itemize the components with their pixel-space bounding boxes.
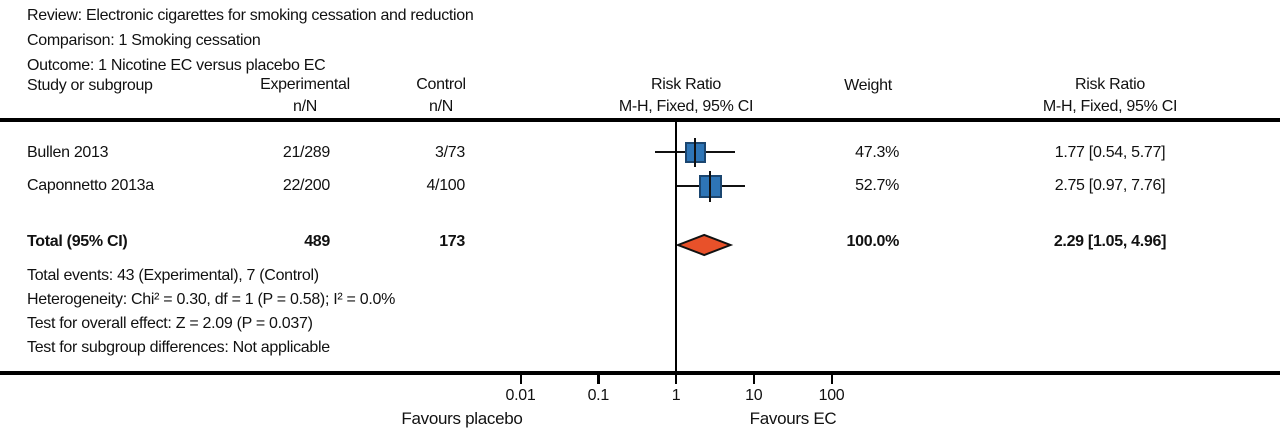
axis-tick-label: 1 bbox=[671, 387, 681, 404]
footnote-heterogeneity: Heterogeneity: Chi² = 0.30, df = 1 (P = … bbox=[27, 291, 396, 308]
forest-square bbox=[684, 141, 706, 163]
axis-tick bbox=[597, 374, 600, 384]
axis-tick bbox=[752, 374, 756, 384]
footnote-total-events: Total events: 43 (Experimental), 7 (Cont… bbox=[27, 267, 319, 284]
axis-tick-label: 100 bbox=[818, 387, 845, 404]
study-label: Caponnetto 2013a bbox=[27, 177, 154, 194]
col-header-riskratio-plot-line2: M-H, Fixed, 95% CI bbox=[618, 98, 754, 115]
col-header-riskratio-plot-line1: Risk Ratio bbox=[651, 76, 721, 93]
axis-baseline-rule bbox=[0, 370, 1280, 375]
col-header-control-line1: Control bbox=[416, 76, 466, 93]
footnote-overall-effect: Test for overall effect: Z = 2.09 (P = 0… bbox=[27, 315, 313, 332]
study-label: Bullen 2013 bbox=[27, 144, 109, 161]
axis-tick bbox=[830, 374, 833, 384]
total-control-value: 173 bbox=[439, 233, 465, 250]
forest-ci-line bbox=[674, 185, 746, 187]
summary-diamond-shape bbox=[674, 233, 733, 257]
col-header-riskratio-text: Risk Ratio M-H, Fixed, 95% CI bbox=[990, 74, 1230, 118]
axis-tick bbox=[675, 374, 678, 384]
control-value: 3/73 bbox=[435, 144, 465, 161]
total-weight-value: 100.0% bbox=[846, 233, 900, 250]
forest-ci-line bbox=[655, 151, 736, 153]
axis-tick bbox=[519, 374, 522, 384]
axis-tick-label: 0.1 bbox=[587, 387, 610, 404]
weight-value: 47.3% bbox=[855, 144, 899, 161]
riskratio-value: 2.75 [0.97, 7.76] bbox=[1054, 177, 1166, 194]
col-header-experimental-line1: Experimental bbox=[260, 76, 350, 93]
favours-right-label: Favours EC bbox=[749, 409, 837, 428]
total-experimental-value: 489 bbox=[304, 233, 330, 250]
col-header-study: Study or subgroup bbox=[27, 77, 153, 94]
control-value: 4/100 bbox=[426, 177, 465, 194]
footnote-subgroup-differences: Test for subgroup differences: Not appli… bbox=[27, 339, 330, 356]
col-header-weight: Weight bbox=[844, 77, 892, 94]
review-title: Review: Electronic cigarettes for smokin… bbox=[27, 7, 474, 24]
forest-square bbox=[698, 174, 722, 198]
favours-left-label: Favours placebo bbox=[401, 409, 523, 428]
col-header-experimental-line2: n/N bbox=[293, 98, 317, 115]
experimental-value: 22/200 bbox=[282, 177, 330, 194]
summary-diamond bbox=[674, 233, 733, 257]
comparison-line: Comparison: 1 Smoking cessation bbox=[27, 32, 261, 49]
col-header-experimental: Experimental n/N bbox=[225, 74, 385, 118]
axis-tick-label: 10 bbox=[745, 387, 763, 404]
forest-point-line bbox=[709, 170, 712, 202]
riskratio-value: 1.77 [0.54, 5.77] bbox=[1054, 144, 1166, 161]
header-rule bbox=[0, 117, 1280, 122]
weight-value: 52.7% bbox=[855, 177, 899, 194]
null-line bbox=[674, 121, 678, 374]
experimental-value: 21/289 bbox=[282, 144, 330, 161]
total-label: Total (95% CI) bbox=[27, 233, 128, 250]
outcome-line: Outcome: 1 Nicotine EC versus placebo EC bbox=[27, 57, 326, 74]
axis-tick-label: 0.01 bbox=[505, 387, 536, 404]
col-header-control: Control n/N bbox=[361, 74, 521, 118]
col-header-riskratio-plot: Risk Ratio M-H, Fixed, 95% CI bbox=[576, 74, 796, 118]
col-header-riskratio-text-line2: M-H, Fixed, 95% CI bbox=[1042, 98, 1178, 115]
col-header-control-line2: n/N bbox=[429, 98, 453, 115]
total-riskratio-value: 2.29 [1.05, 4.96] bbox=[1053, 233, 1167, 250]
col-header-riskratio-text-line1: Risk Ratio bbox=[1075, 76, 1145, 93]
forest-point-line bbox=[694, 137, 697, 167]
